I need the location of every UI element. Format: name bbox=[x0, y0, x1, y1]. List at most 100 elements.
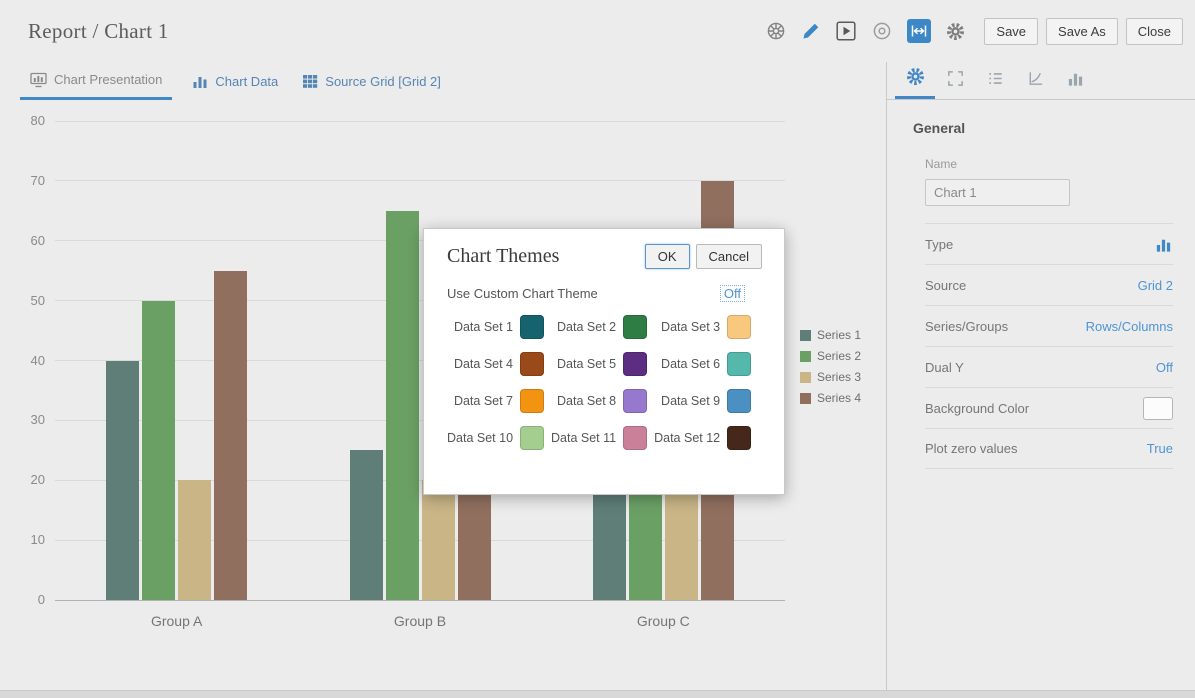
dialog-cancel-button[interactable]: Cancel bbox=[695, 244, 762, 269]
dialog-title: Chart Themes bbox=[447, 245, 560, 267]
y-axis-tick-label: 70 bbox=[30, 172, 45, 188]
dual-y-value[interactable]: Off bbox=[1155, 359, 1173, 375]
theme-wheel-icon[interactable] bbox=[765, 20, 787, 42]
chart-type-icon[interactable] bbox=[1154, 235, 1173, 254]
tab-bar: Chart Presentation Chart Data Source Grid … bbox=[0, 62, 886, 100]
tab-source-grid[interactable]: Source Grid [Grid 2] bbox=[298, 62, 445, 100]
data-set-9-swatch[interactable] bbox=[727, 389, 752, 413]
plot-zero-values-value[interactable]: True bbox=[1146, 441, 1173, 456]
bottom-edge-bar bbox=[0, 690, 1195, 698]
dialog-ok-button[interactable]: OK bbox=[644, 244, 690, 269]
background-color-label: Background Color bbox=[925, 400, 1030, 416]
close-button[interactable]: Close bbox=[1125, 17, 1183, 45]
panel-tab-gear[interactable] bbox=[895, 62, 935, 99]
property-row-type: Type bbox=[925, 223, 1173, 264]
gridline bbox=[55, 300, 785, 302]
legend-label: Series 1 bbox=[817, 328, 862, 342]
gridline bbox=[55, 539, 785, 541]
tab-chart-presentation[interactable]: Chart Presentation bbox=[20, 62, 173, 100]
gear-icon bbox=[905, 66, 926, 92]
legend-label: Series 2 bbox=[817, 349, 862, 363]
data-set-10-label: Data Set 10 bbox=[447, 431, 514, 445]
legend-label: Series 3 bbox=[817, 370, 862, 384]
data-set-10-swatch[interactable] bbox=[520, 426, 545, 450]
y-axis-tick-label: 80 bbox=[30, 113, 45, 128]
legend-swatch bbox=[800, 371, 811, 383]
panel-tab-axis[interactable] bbox=[1015, 62, 1055, 99]
bar-group-a-series-4 bbox=[214, 270, 248, 600]
name-input[interactable] bbox=[925, 179, 1070, 206]
data-set-6-swatch[interactable] bbox=[727, 352, 752, 376]
data-set-3-swatch[interactable] bbox=[727, 315, 752, 339]
header-right: Save Save As Close bbox=[765, 17, 1187, 45]
data-set-5-label: Data Set 5 bbox=[557, 357, 617, 371]
chart-presentation-icon bbox=[30, 72, 47, 88]
y-axis-tick-label: 10 bbox=[30, 532, 45, 548]
property-row-plot-zero-values: Plot zero values True bbox=[925, 428, 1173, 469]
chart-legend: Series 1 Series 2 Series 3 Series 4 bbox=[800, 328, 861, 405]
save-as-button[interactable]: Save As bbox=[1046, 17, 1118, 45]
gridline bbox=[55, 180, 785, 182]
properties-panel: General Name Type Source Grid 2 Series/Grou… bbox=[886, 62, 1195, 698]
record-icon[interactable] bbox=[871, 20, 893, 42]
background-color-swatch[interactable] bbox=[1143, 396, 1173, 420]
data-set-1-label: Data Set 1 bbox=[453, 320, 514, 334]
panel-content: General Name Type Source Grid 2 Series/Grou… bbox=[887, 120, 1195, 469]
x-axis-category-label: Group A bbox=[150, 613, 203, 629]
data-set-12-label: Data Set 12 bbox=[654, 431, 721, 445]
y-axis-tick-label: 50 bbox=[30, 292, 45, 308]
panel-tab-expand[interactable] bbox=[935, 62, 975, 99]
panel-tab-list[interactable] bbox=[975, 62, 1015, 99]
settings-gear-icon[interactable] bbox=[945, 21, 966, 42]
tab-label: Chart Presentation bbox=[54, 72, 163, 87]
name-label: Name bbox=[925, 157, 958, 171]
panel-tab-chart-bars[interactable] bbox=[1055, 62, 1095, 99]
chart-data-icon bbox=[192, 74, 208, 89]
custom-theme-label: Use Custom Chart Theme bbox=[447, 286, 598, 301]
chart-themes-dialog: Chart Themes OK Cancel Use Custom Chart T… bbox=[423, 228, 785, 495]
series-groups-label: Series/Groups bbox=[925, 318, 1009, 334]
edit-pencil-icon[interactable] bbox=[801, 21, 821, 41]
data-set-8-swatch[interactable] bbox=[623, 389, 648, 413]
run-report-icon[interactable] bbox=[835, 20, 857, 42]
chart-region: 0 10 20 30 40 50 60 70 80 Group A Group B Group C S… bbox=[0, 100, 886, 660]
y-axis-tick-label: 20 bbox=[30, 472, 45, 488]
tab-label: Chart Data bbox=[215, 73, 279, 89]
save-button[interactable]: Save bbox=[984, 17, 1039, 45]
data-set-4-label: Data Set 4 bbox=[453, 357, 514, 371]
property-row-source: Source Grid 2 bbox=[925, 264, 1173, 305]
gridline bbox=[55, 360, 785, 361]
page-title: Report / Chart 1 bbox=[28, 18, 169, 43]
gridline bbox=[55, 120, 785, 122]
y-axis-tick-label: 40 bbox=[30, 352, 45, 368]
legend-item-series-1: Series 1 bbox=[800, 328, 861, 342]
gridline bbox=[55, 599, 785, 601]
fit-width-icon[interactable] bbox=[907, 19, 932, 43]
data-set-7-swatch[interactable] bbox=[520, 389, 545, 413]
series-groups-value[interactable]: Rows/Columns bbox=[1085, 318, 1173, 334]
data-set-3-label: Data Set 3 bbox=[661, 320, 721, 334]
data-set-12-swatch[interactable] bbox=[727, 426, 752, 450]
data-set-11-swatch[interactable] bbox=[623, 426, 648, 450]
plot-zero-values-label: Plot zero values bbox=[925, 441, 1018, 456]
data-set-1-swatch[interactable] bbox=[520, 315, 545, 339]
data-set-5-swatch[interactable] bbox=[623, 352, 648, 376]
legend-swatch bbox=[800, 329, 811, 341]
data-set-grid: Data Set 1 Data Set 2 Data Set 3 Data Set 4… bbox=[447, 315, 762, 450]
custom-theme-toggle[interactable]: Off bbox=[719, 285, 745, 302]
type-label: Type bbox=[925, 236, 954, 252]
header: Report / Chart 1 Save Save As Close bbox=[0, 0, 1195, 62]
section-heading: General bbox=[913, 120, 966, 136]
source-grid-icon bbox=[302, 74, 318, 89]
data-set-2-swatch[interactable] bbox=[623, 315, 648, 339]
legend-item-series-4: Series 4 bbox=[800, 391, 861, 405]
data-set-4-swatch[interactable] bbox=[520, 352, 545, 376]
bar-group-a-series-2 bbox=[142, 300, 176, 600]
expand-icon bbox=[946, 69, 965, 93]
chart-bars-icon bbox=[1066, 69, 1085, 93]
legend-item-series-2: Series 2 bbox=[800, 349, 861, 363]
tab-chart-data[interactable]: Chart Data bbox=[188, 62, 282, 100]
dual-y-label: Dual Y bbox=[925, 359, 964, 375]
gridline bbox=[55, 479, 785, 481]
source-value[interactable]: Grid 2 bbox=[1137, 277, 1173, 293]
